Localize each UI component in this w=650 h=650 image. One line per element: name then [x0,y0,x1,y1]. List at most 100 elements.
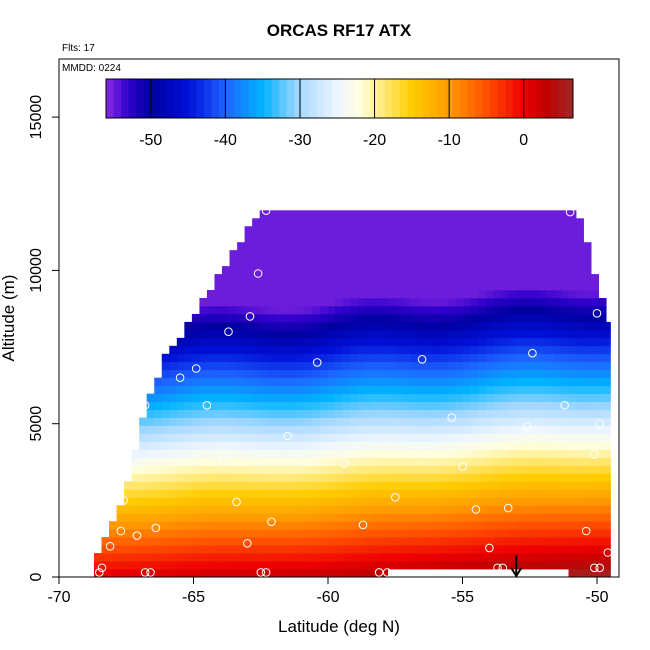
heatmap-cell [372,417,381,426]
heatmap-cell [591,393,600,403]
heatmap-cell [583,409,592,418]
heatmap-cell [176,425,185,434]
heatmap-cell [493,218,502,227]
heatmap-cell [350,226,358,235]
heatmap-cell [327,282,336,291]
heatmap-cell [463,481,471,490]
heatmap-cell [237,242,246,251]
heatmap-cell [560,417,569,426]
heatmap-cell [169,385,178,395]
heatmap-cell [606,393,611,403]
heatmap-cell [425,313,434,323]
heatmap-cell [274,481,283,490]
heatmap-cell [493,433,502,442]
heatmap-cell [470,553,479,562]
heatmap-cell [297,282,306,291]
heatmap-cell [244,345,253,355]
heatmap-cell [545,441,554,450]
heatmap-cell [319,433,328,442]
heatmap-cell [576,449,584,458]
heatmap-cell [417,353,426,363]
heatmap-cell [350,290,358,299]
heatmap-cell [289,290,298,299]
heatmap-cell [395,210,404,219]
heatmap-cell [553,282,562,291]
heatmap-cell [289,409,298,418]
heatmap-cell [282,513,291,522]
heatmap-cell [432,417,441,426]
heatmap-cell [214,441,223,450]
heatmap-cell [553,361,562,371]
heatmap-cell [154,377,163,387]
heatmap-cell [237,505,246,514]
heatmap-cell [598,329,607,339]
heatmap-cell [553,337,562,347]
heatmap-cell [470,393,479,403]
heatmap-cell [206,305,215,315]
heatmap-cell [500,417,509,426]
heatmap-cell [282,250,291,259]
heatmap-cell [523,449,532,458]
heatmap-cell [538,433,547,442]
heatmap-cell [463,305,471,315]
heatmap-cell [161,481,170,490]
heatmap-cell [553,521,562,530]
heatmap-cell [199,537,208,546]
heatmap-cell [274,345,283,355]
heatmap-cell [523,321,532,331]
heatmap-cell [252,329,261,339]
heatmap-cell [206,393,215,403]
heatmap-cell [500,361,509,371]
heatmap-cell [274,353,283,363]
heatmap-cell [161,385,170,395]
heatmap-cell [222,329,230,339]
colorbar-tick-label: -40 [214,132,237,149]
heatmap-cell [508,409,517,418]
heatmap-cell [176,505,185,514]
heatmap-cell [440,218,449,227]
heatmap-cell [184,401,193,410]
heatmap-cell [229,513,238,522]
heatmap-cell [139,473,148,482]
heatmap-cell [372,441,381,450]
heatmap-cell [327,226,336,235]
heatmap-cell [425,218,434,227]
heatmap-cell [199,425,208,434]
heatmap-cell [334,266,343,275]
heatmap-cell [184,441,193,450]
heatmap-cell [229,305,238,315]
heatmap-cell [334,385,343,395]
heatmap-cell [342,529,351,538]
heatmap-cell [508,513,517,522]
heatmap-cell [267,513,276,522]
heatmap-cell [538,345,547,355]
heatmap-cell [365,513,374,522]
heatmap-cell [425,369,434,379]
heatmap-cell [440,433,449,442]
heatmap-cell [372,345,381,355]
heatmap-cell [282,465,291,474]
colorbar-segment [128,79,137,118]
heatmap-cell [334,297,343,307]
heatmap-cell [545,258,554,267]
heatmap-cell [470,425,479,434]
heatmap-cell [229,337,238,347]
heatmap-cell [500,218,509,227]
heatmap-cell [372,321,381,331]
heatmap-cell [372,393,381,403]
heatmap-cell [267,266,276,275]
heatmap-cell [417,345,426,355]
heatmap-cell [146,449,155,458]
heatmap-cell [312,409,321,418]
heatmap-cell [560,481,569,490]
heatmap-cell [515,529,524,538]
heatmap-cell [568,385,577,395]
heatmap-cell [304,465,313,474]
heatmap-cell [222,282,230,291]
heatmap-cell [342,353,351,363]
heatmap-cell [515,210,524,219]
heatmap-cell [191,361,200,371]
heatmap-cell [545,385,554,395]
heatmap-cell [485,377,494,387]
